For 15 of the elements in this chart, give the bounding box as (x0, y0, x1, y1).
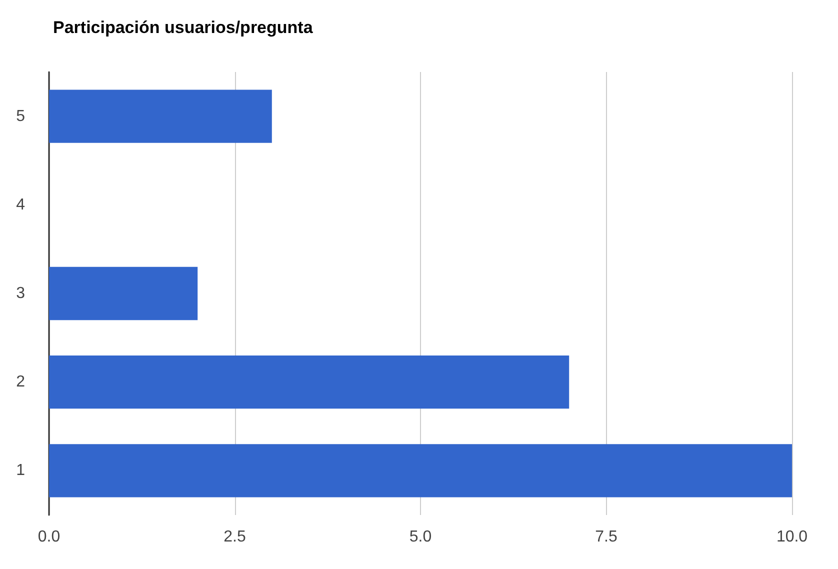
x-tick-label: 0.0 (38, 528, 60, 546)
bar (49, 90, 272, 143)
x-tick-label: 10.0 (776, 528, 808, 546)
x-tick-label: 2.5 (224, 528, 246, 546)
x-tick-label: 7.5 (595, 528, 618, 546)
y-tick-label: 1 (16, 462, 26, 480)
y-tick-label: 3 (16, 285, 26, 302)
x-tick-label: 5.0 (409, 528, 432, 546)
y-tick-label: 4 (16, 196, 26, 214)
y-tick-label: 5 (16, 108, 26, 125)
bar (49, 356, 570, 409)
y-tick-label: 2 (16, 374, 26, 391)
bar (49, 444, 792, 498)
chart-title: Participación usuarios/pregunta (53, 18, 314, 37)
bar (49, 266, 198, 320)
